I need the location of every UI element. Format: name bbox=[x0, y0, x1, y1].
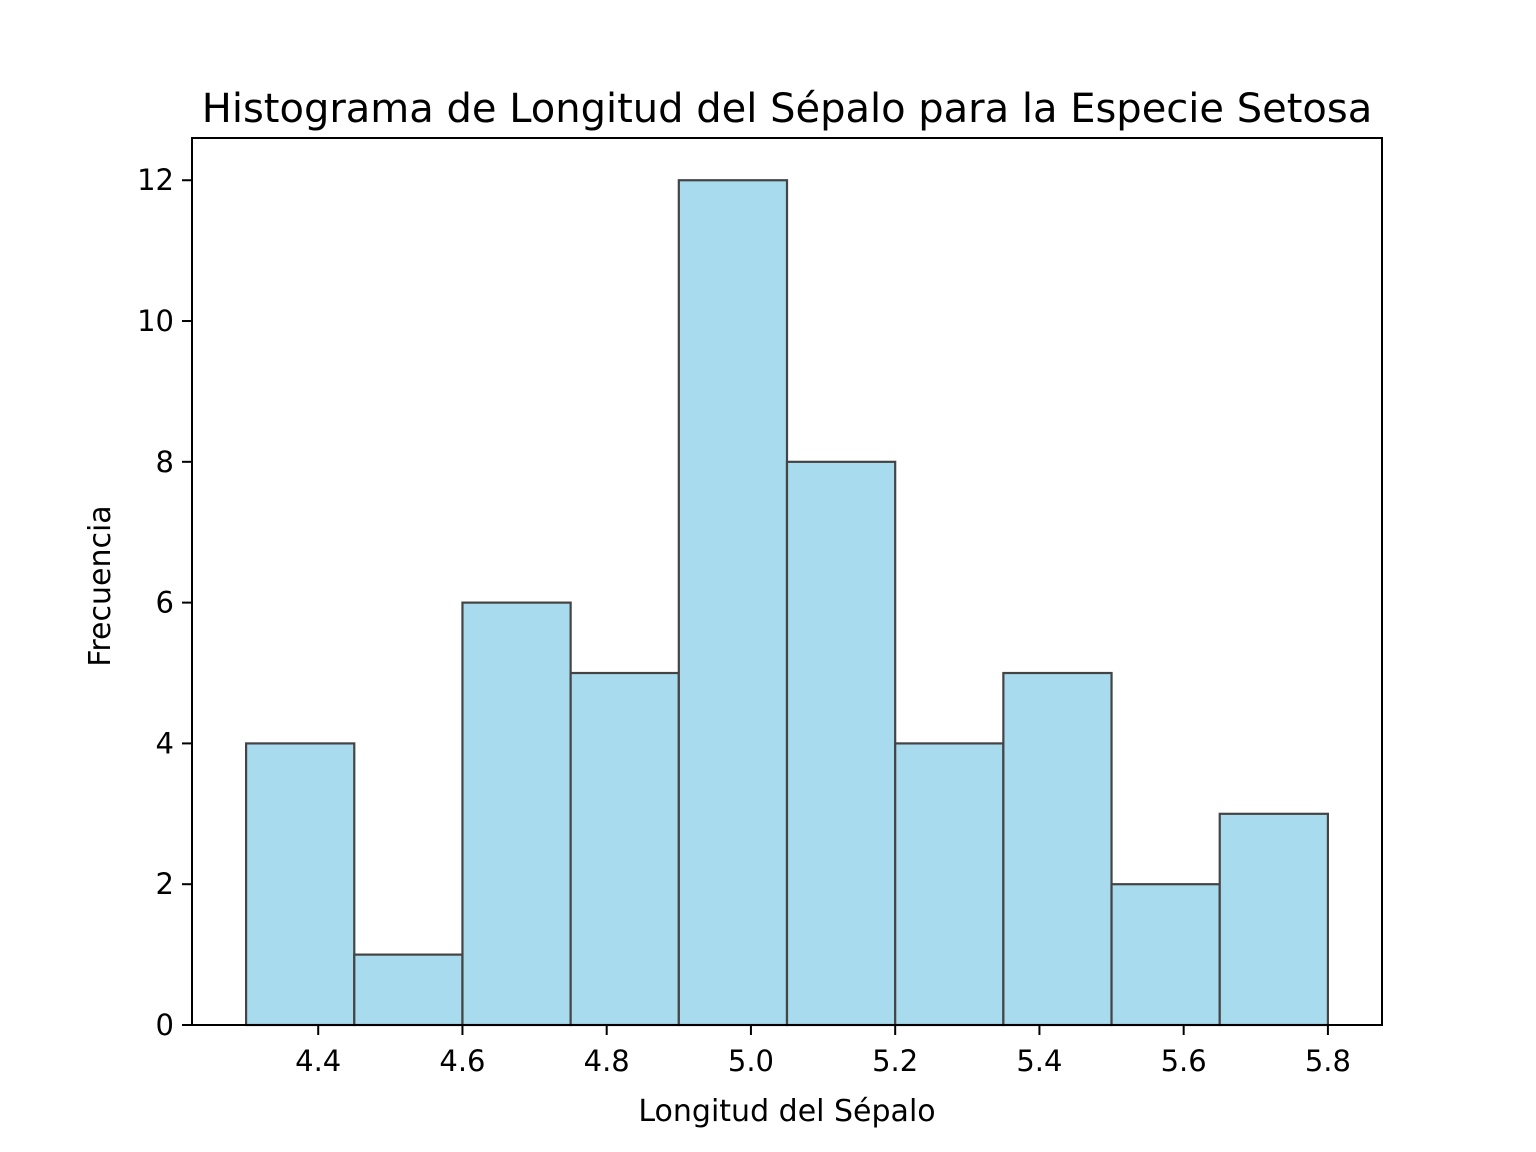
x-axis-label: Longitud del Sépalo bbox=[638, 1094, 935, 1129]
histogram-bar bbox=[353, 953, 464, 1027]
histogram-bar bbox=[569, 671, 680, 1027]
y-tick-label: 2 bbox=[156, 867, 174, 901]
y-tick-label: 8 bbox=[156, 445, 174, 479]
y-tick-label: 4 bbox=[156, 726, 174, 760]
histogram-bar bbox=[461, 601, 572, 1027]
plot-area-frame bbox=[191, 137, 1383, 1026]
x-tick-label: 5.2 bbox=[872, 1044, 918, 1078]
y-tick-label: 12 bbox=[137, 163, 174, 197]
histogram-bar bbox=[244, 742, 356, 1027]
histogram-bar bbox=[677, 179, 789, 1027]
x-tick-label: 4.8 bbox=[584, 1044, 630, 1078]
x-tick-label: 5.4 bbox=[1016, 1044, 1062, 1078]
x-tick-label: 5.0 bbox=[728, 1044, 774, 1078]
x-tick-label: 5.6 bbox=[1161, 1044, 1207, 1078]
x-axis-ticks: 4.4 4.6 4.8 5.0 5.2 5.4 5.6 5.8 bbox=[295, 1025, 1351, 1078]
histogram-bar bbox=[1218, 812, 1330, 1027]
x-tick-label: 4.4 bbox=[295, 1044, 341, 1078]
bars-group bbox=[244, 179, 1330, 1027]
y-tick-label: 10 bbox=[137, 304, 174, 338]
histogram-bar bbox=[894, 742, 1005, 1027]
y-tick-label: 6 bbox=[156, 586, 174, 620]
histogram-bar bbox=[1002, 671, 1113, 1027]
y-tick-label: 0 bbox=[156, 1008, 174, 1042]
histogram-bar bbox=[1110, 883, 1221, 1027]
y-axis-ticks: 0 2 4 6 8 10 12 bbox=[137, 163, 192, 1042]
histogram-bar bbox=[785, 460, 897, 1027]
x-tick-label: 4.6 bbox=[439, 1044, 485, 1078]
x-tick-label: 5.8 bbox=[1305, 1044, 1351, 1078]
y-axis-label: Frecuencia bbox=[83, 505, 118, 666]
chart-title: Histograma de Longitud del Sépalo para l… bbox=[202, 86, 1373, 132]
